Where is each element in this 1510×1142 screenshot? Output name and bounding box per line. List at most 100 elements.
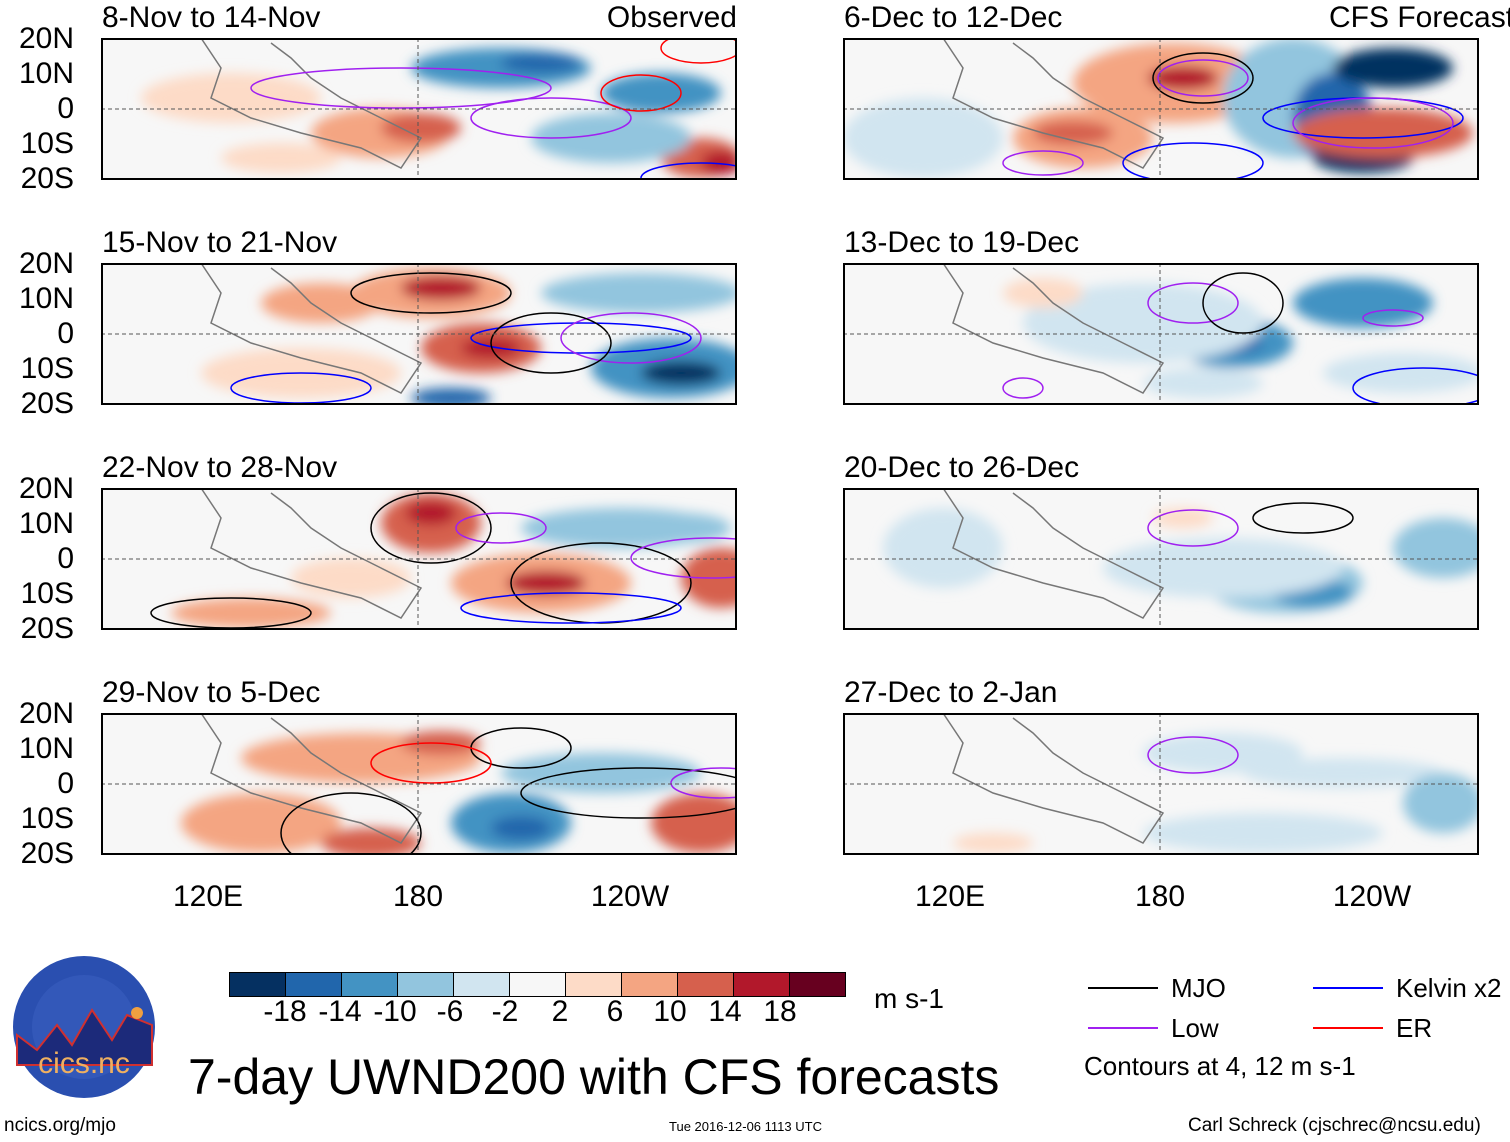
map-panel-left-3 — [101, 713, 737, 855]
wind-anomaly-region — [651, 793, 737, 853]
wind-anomaly-region — [1333, 48, 1453, 88]
contour-line — [280, 792, 422, 855]
map-panel-left-0 — [101, 38, 737, 180]
y-tick-label: 0 — [57, 92, 74, 125]
contour-note: Contours at 4, 12 m s-1 — [1084, 1051, 1356, 1081]
wind-anomaly-region — [883, 508, 1003, 588]
legend-line — [1313, 987, 1383, 989]
y-tick-label: 0 — [57, 317, 74, 350]
contour-line — [670, 767, 737, 799]
map-panel-right-2 — [843, 488, 1479, 630]
wind-anomaly-region — [641, 361, 721, 385]
legend-label: ER — [1396, 1013, 1433, 1043]
figure-title: 7-day UWND200 with CFS forecasts — [188, 1049, 1000, 1105]
y-tick-label: 10S — [20, 352, 74, 385]
colorbar-swatch — [622, 973, 678, 996]
colorbar-label: 10 — [653, 995, 687, 1028]
panel-title: 6-Dec to 12-Dec — [844, 1, 1063, 34]
contour-line — [490, 312, 612, 374]
contour-line — [1152, 52, 1254, 104]
colorbar-swatch — [286, 973, 342, 996]
coastline — [200, 263, 423, 394]
contour-line — [1157, 59, 1249, 97]
y-tick-label: 10S — [20, 127, 74, 160]
legend-label: MJO — [1171, 973, 1226, 1003]
x-tick-label: 180 — [1134, 880, 1186, 913]
map-panel-left-1 — [101, 263, 737, 405]
contour-line — [1362, 309, 1424, 327]
panel-title: 13-Dec to 19-Dec — [844, 226, 1080, 259]
colorbar-swatch — [734, 973, 790, 996]
colorbar-label: 6 — [606, 995, 624, 1028]
x-tick-label: 120E — [172, 880, 244, 913]
panel-frame — [101, 263, 737, 405]
wind-anomaly-region — [506, 571, 586, 595]
coastline — [942, 713, 1165, 844]
contour-line — [1002, 377, 1044, 399]
wind-anomaly-region — [1143, 733, 1303, 773]
wind-anomaly-region — [601, 73, 721, 113]
legend-line — [1313, 1027, 1383, 1029]
colorbar — [229, 972, 846, 997]
panel-frame — [843, 713, 1479, 855]
logo-text: cics.nc — [38, 1047, 130, 1080]
colorbar-swatch — [342, 973, 398, 996]
coastline — [200, 38, 423, 169]
coastline — [200, 713, 423, 844]
contour-line — [630, 537, 737, 579]
colorbar-label: 18 — [763, 995, 797, 1028]
y-tick-label: 10N — [18, 507, 74, 540]
contour-line — [1122, 142, 1264, 180]
wind-anomaly-region — [181, 793, 341, 853]
wind-anomaly-region — [1033, 121, 1113, 145]
wind-anomaly-region — [491, 816, 551, 840]
panel-frame — [101, 38, 737, 180]
footer-url: ncics.org/mjo — [4, 1115, 116, 1136]
contour-line — [1147, 509, 1239, 547]
y-tick-label: 0 — [57, 767, 74, 800]
wind-anomaly-region — [1103, 538, 1343, 598]
wind-anomaly-region — [1403, 773, 1479, 833]
wind-anomaly-region — [171, 598, 331, 628]
panel-frame — [843, 488, 1479, 630]
y-tick-label: 20N — [18, 472, 74, 505]
x-tick-label: 120W — [1332, 880, 1412, 913]
logo: cics.nc — [12, 955, 157, 1100]
wind-anomaly-region — [381, 113, 461, 143]
wind-anomaly-region — [221, 143, 341, 173]
wind-anomaly-region — [1148, 66, 1218, 90]
y-tick-label: 10S — [20, 577, 74, 610]
wind-anomaly-region — [401, 276, 481, 300]
wind-anomaly-region — [1143, 368, 1263, 398]
x-tick-label: 120E — [914, 880, 986, 913]
contour-line — [470, 322, 692, 354]
coastline — [942, 263, 1165, 394]
colorbar-swatch — [510, 973, 566, 996]
colorbar-swatch — [790, 973, 845, 996]
legend-line — [1088, 1027, 1158, 1029]
panel-tag: CFS Forecast — [1329, 1, 1510, 34]
panel-frame — [101, 488, 737, 630]
contour-line — [1252, 502, 1354, 534]
wind-anomaly-region — [411, 388, 491, 405]
wind-anomaly-region — [541, 273, 737, 313]
panel-title: 29-Nov to 5-Dec — [102, 676, 321, 709]
contour-line — [470, 97, 632, 139]
contour-line — [1147, 736, 1239, 774]
coastline — [942, 38, 1165, 169]
colorbar-swatch — [398, 973, 454, 996]
colorbar-units: m s-1 — [874, 983, 944, 1014]
colorbar-swatch — [230, 973, 286, 996]
wind-anomaly-region — [631, 513, 731, 543]
colorbar-label: -14 — [318, 995, 362, 1028]
wind-anomaly-region — [843, 98, 1003, 178]
wind-anomaly-region — [321, 828, 421, 855]
wind-anomaly-region — [1323, 353, 1479, 393]
contour-line — [250, 67, 552, 109]
panel-frame — [843, 38, 1479, 180]
panel-frame — [101, 713, 737, 855]
y-tick-label: 20S — [20, 162, 74, 195]
contour-line — [370, 742, 492, 784]
wind-anomaly-region — [291, 558, 411, 598]
